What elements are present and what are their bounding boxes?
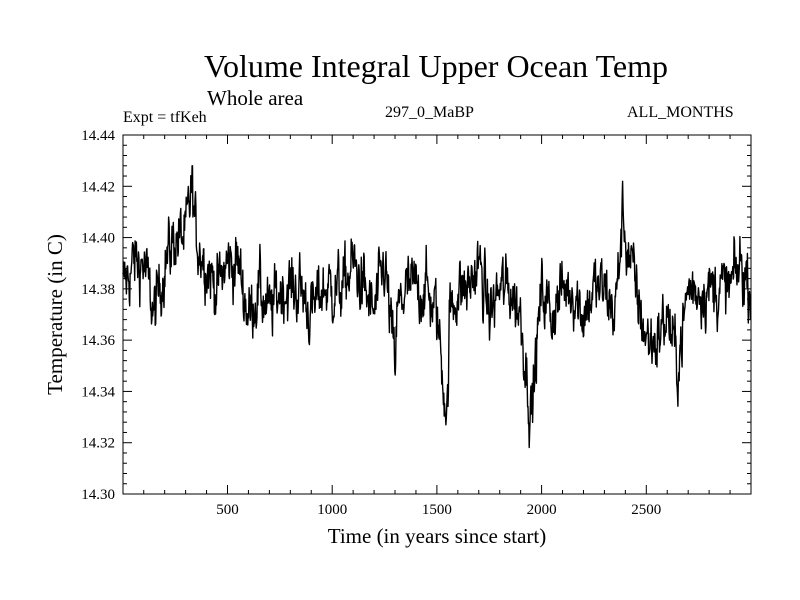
plot-frame	[122, 134, 752, 495]
y-tick-label: 14.38	[81, 282, 115, 298]
y-tick-label: 14.36	[81, 333, 115, 349]
x-tick-label: 1500	[422, 502, 452, 518]
y-tick-label: 14.32	[81, 436, 115, 452]
plot-series	[122, 165, 752, 449]
y-tick-label: 14.34	[81, 384, 115, 400]
y-tick-label: 14.44	[81, 128, 115, 144]
months-label: ALL_MONTHS	[627, 104, 734, 121]
y-tick-label: 14.40	[81, 231, 115, 247]
chart-title: Volume Integral Upper Ocean Temp	[204, 48, 668, 84]
y-axis-label: Temperature (in C)	[43, 234, 67, 395]
y-axis-ticks: 14.30 14.32 14.34 14.36 14.38 14.40 14.42 14.44	[81, 128, 751, 503]
y-tick-label: 14.42	[81, 179, 115, 195]
x-tick-label: 1000	[317, 502, 347, 518]
x-tick-label: 2000	[527, 502, 557, 518]
experiment-label: Expt = tfKeh	[123, 109, 207, 126]
x-tick-label: 2500	[631, 502, 661, 518]
series-line	[122, 165, 752, 449]
chart-subtitle: Whole area	[207, 86, 304, 110]
y-tick-label: 14.30	[81, 487, 115, 503]
x-axis-ticks: 500 1000 1500 2000 2500	[143, 135, 731, 518]
x-tick-label: 500	[216, 502, 239, 518]
run-label: 297_0_MaBP	[385, 104, 474, 121]
x-axis-label: Time (in years since start)	[328, 524, 547, 548]
